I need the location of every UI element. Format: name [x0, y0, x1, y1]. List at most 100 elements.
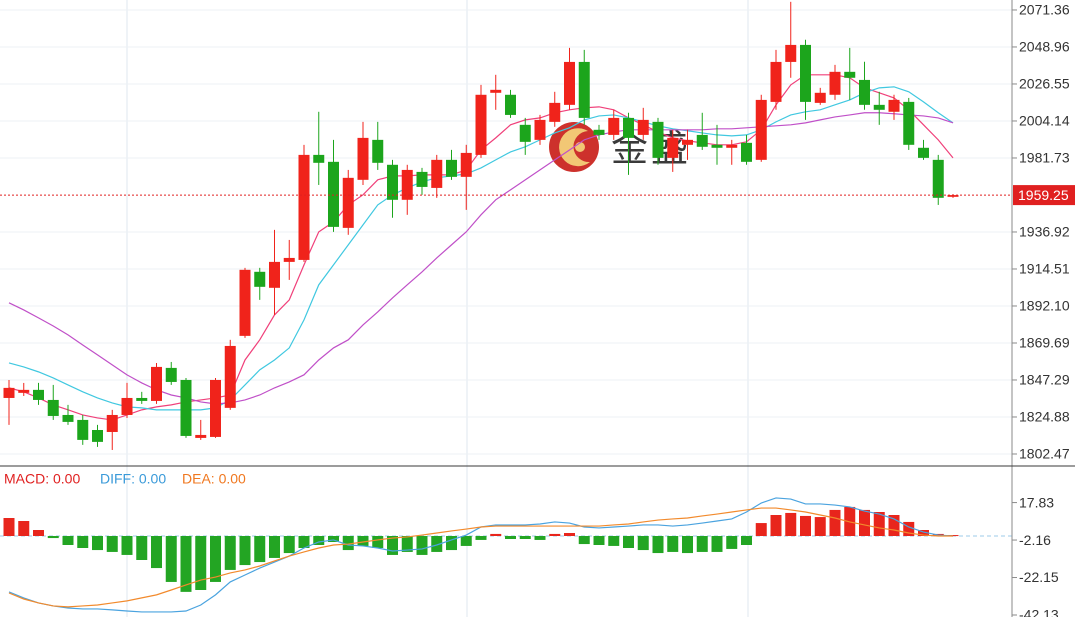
- candle-body: [298, 154, 310, 260]
- candle-body: [136, 397, 148, 401]
- macd-bar: [814, 517, 826, 536]
- candle-body: [401, 169, 413, 200]
- candle-body: [283, 257, 295, 262]
- macd-bar: [180, 536, 192, 592]
- candle-body: [593, 129, 605, 135]
- candle-body: [165, 367, 177, 382]
- candle-body: [829, 71, 841, 95]
- macd-bar: [519, 536, 531, 539]
- macd-bar: [623, 536, 634, 548]
- candle-body: [564, 61, 575, 105]
- y-tick-label: 1936.92: [1019, 224, 1070, 240]
- macd-bar: [77, 536, 89, 548]
- macd-bar: [859, 509, 870, 536]
- candle-body: [416, 171, 428, 187]
- candle-body: [224, 345, 236, 408]
- macd-bar: [726, 536, 738, 549]
- macd-bar: [210, 536, 221, 582]
- candle-body: [328, 161, 339, 227]
- candle-body: [947, 195, 959, 197]
- candle-body: [3, 387, 15, 398]
- macd-bar: [342, 536, 354, 551]
- candle-body: [726, 144, 738, 148]
- macd-bar: [313, 536, 325, 545]
- candle-body: [195, 434, 207, 438]
- moving-average-line: [8, 112, 954, 405]
- macd-bar: [800, 515, 811, 536]
- legend-entry: MACD: 0.00: [4, 471, 80, 487]
- candle-body: [446, 159, 457, 177]
- candle-body: [637, 119, 649, 135]
- macd-bar: [593, 536, 605, 545]
- y-tick-label: 2026.55: [1019, 76, 1070, 92]
- macd-bar: [490, 533, 502, 536]
- y-tick-label: 2004.14: [1019, 113, 1070, 129]
- macd-bar: [505, 536, 516, 539]
- candle-body: [741, 142, 752, 162]
- session-lines: [126, 0, 749, 617]
- candle-body: [47, 399, 59, 416]
- candle-body: [33, 389, 44, 400]
- y-tick-label: -2.16: [1019, 532, 1051, 548]
- y-tick-label: -22.15: [1019, 569, 1059, 585]
- candle-body: [623, 117, 634, 138]
- candle-body: [254, 271, 266, 287]
- candle-body: [490, 89, 502, 93]
- y-tick-label: -42.13: [1019, 607, 1059, 617]
- macd-bar: [357, 536, 369, 546]
- candle-body: [918, 147, 929, 158]
- logo-dot: [575, 142, 585, 152]
- candle-body: [460, 152, 472, 177]
- macd-bar: [652, 536, 664, 554]
- macd-bar: [918, 530, 929, 536]
- candle-body: [387, 164, 398, 200]
- candle-body: [711, 144, 723, 148]
- macd-bar: [92, 536, 103, 551]
- macd-bar: [682, 536, 693, 554]
- candle-body: [313, 154, 325, 163]
- macd-bar: [18, 521, 30, 536]
- macd-bar: [165, 536, 177, 582]
- macd-bar: [785, 512, 797, 536]
- macd-bar: [224, 536, 236, 570]
- macd-bar: [387, 536, 398, 555]
- macd-bar: [3, 518, 15, 536]
- y-tick-label: 1869.69: [1019, 335, 1070, 351]
- candle-body: [578, 61, 590, 118]
- macd-bar: [711, 536, 723, 552]
- candle-body: [342, 177, 354, 228]
- candle-body: [519, 124, 531, 142]
- candle-body: [475, 94, 487, 155]
- candle-body: [873, 104, 885, 110]
- macd-bar: [549, 533, 561, 536]
- y-tick-label: 1981.73: [1019, 150, 1070, 166]
- candle-body: [534, 119, 546, 140]
- candle-body: [888, 99, 900, 112]
- candle-body: [844, 71, 856, 78]
- candle-body: [106, 414, 118, 432]
- macd-bar: [446, 536, 457, 551]
- candle-body: [785, 44, 797, 62]
- last-price-box: [1013, 185, 1075, 206]
- y-tick-label: 1847.29: [1019, 372, 1070, 388]
- macd-bar: [254, 536, 266, 563]
- macd-bar: [534, 536, 546, 540]
- candle-body: [800, 44, 811, 102]
- macd-bar: [770, 515, 782, 536]
- candle-body: [859, 79, 870, 105]
- candle-body: [92, 429, 103, 442]
- macd-bar: [873, 512, 885, 536]
- candle-body: [608, 117, 620, 135]
- macd-bar: [564, 533, 575, 536]
- candle-body: [62, 414, 74, 422]
- candle-body: [210, 379, 221, 437]
- y-tick-label: 1892.10: [1019, 298, 1070, 314]
- macd-bar: [431, 536, 443, 552]
- candle-body: [269, 261, 280, 288]
- candle-body: [121, 397, 133, 415]
- macd-bar: [33, 530, 44, 536]
- macd-bar: [269, 536, 280, 558]
- candle-body: [814, 92, 826, 103]
- marks: [0, 1, 1012, 613]
